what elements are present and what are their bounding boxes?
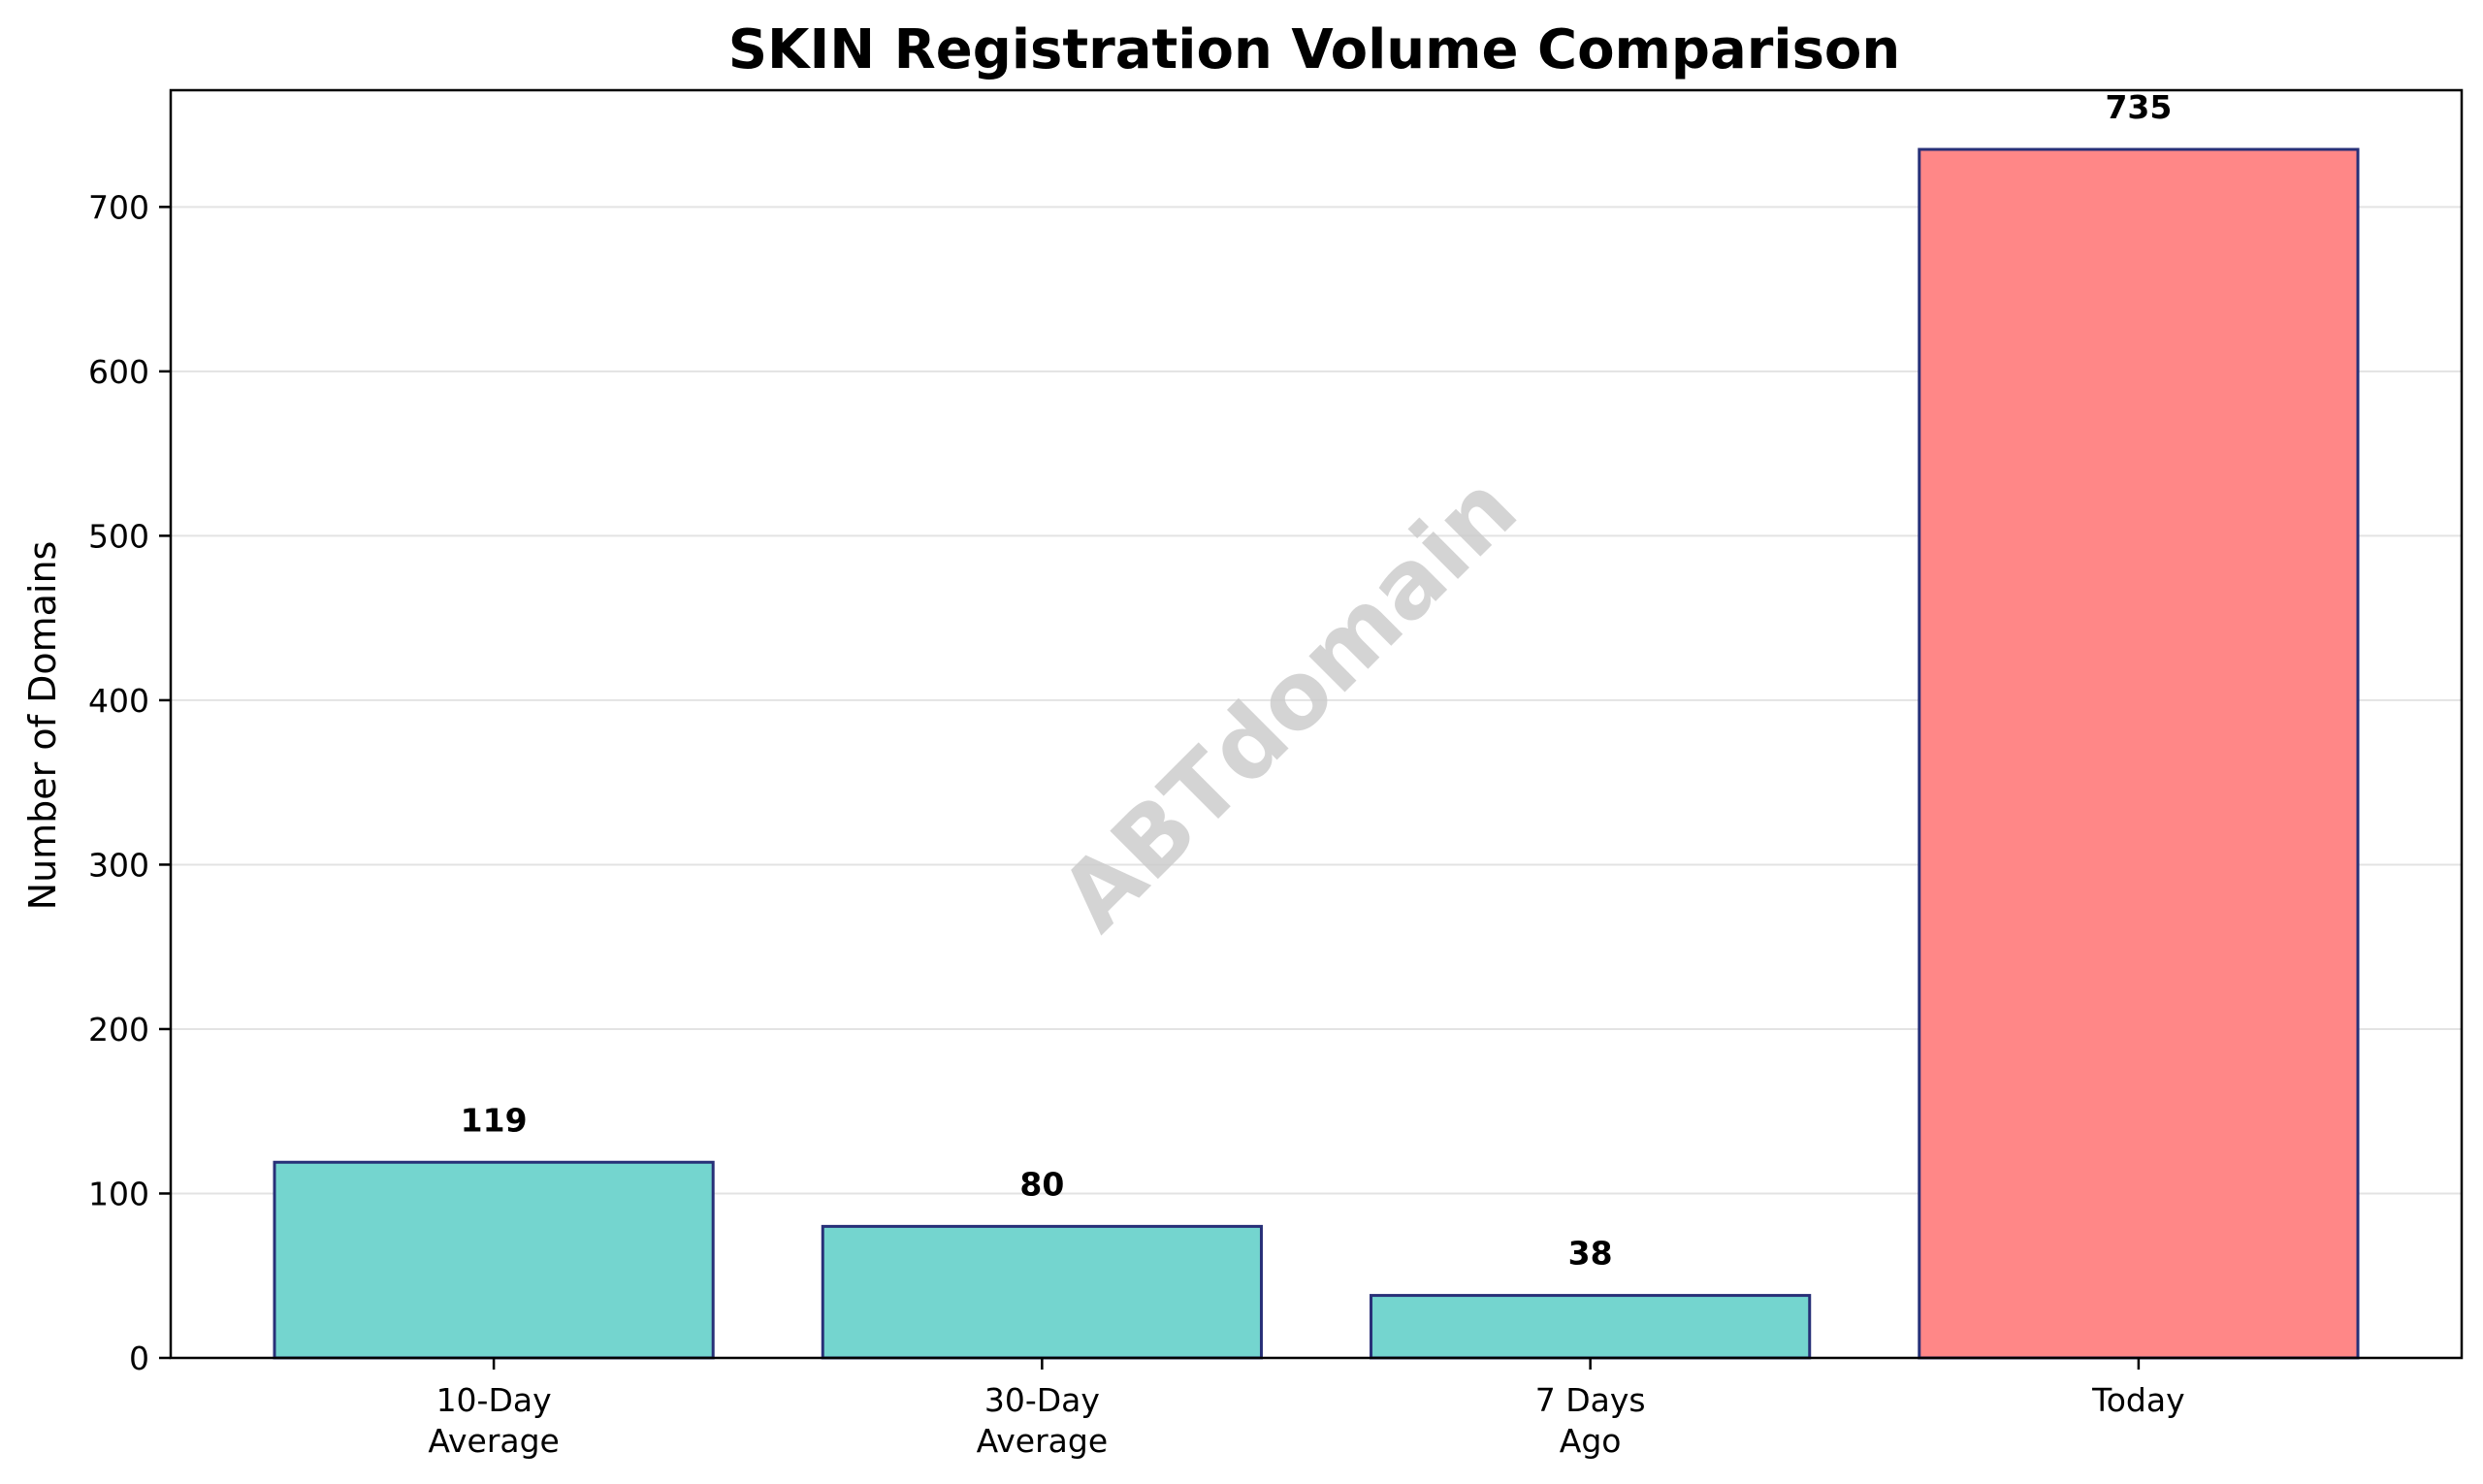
bar <box>821 1224 1263 1360</box>
bar <box>1370 1294 1812 1360</box>
bar <box>1918 147 2360 1360</box>
x-tick-label: 7 Days Ago <box>1535 1381 1646 1460</box>
y-tick-label: 400 <box>88 682 149 720</box>
watermark: ABTdomain <box>1040 454 1537 952</box>
y-tick-label: 300 <box>88 846 149 884</box>
y-axis: 0 100 200 300 400 500 600 700 <box>88 188 171 1377</box>
value-label: 38 <box>1568 1235 1613 1273</box>
y-tick-label: 200 <box>88 1011 149 1048</box>
y-tick-label: 0 <box>129 1339 149 1377</box>
plot-frame <box>169 88 2464 1360</box>
bar <box>273 1160 715 1360</box>
y-axis-label: Number of Domains <box>21 541 64 911</box>
y-tick-label: 500 <box>88 517 149 555</box>
x-tick-label: Today <box>2091 1381 2184 1419</box>
value-label: 119 <box>461 1101 528 1139</box>
y-tick-label: 100 <box>88 1175 149 1212</box>
chart-title: SKIN Registration Volume Comparison <box>728 18 1901 81</box>
bars <box>273 147 2360 1360</box>
y-tick-label: 700 <box>88 188 149 226</box>
value-labels: 119 80 38 735 <box>461 88 2173 1273</box>
grid-lines <box>171 206 2462 1195</box>
x-tick-label: 10-Day Average <box>428 1381 560 1460</box>
x-axis: 10-Day Average 30-Day Average 7 Days Ago Today <box>428 1358 2185 1460</box>
y-tick-label: 600 <box>88 353 149 391</box>
value-label: 735 <box>2105 88 2172 126</box>
x-tick-label: 30-Day Average <box>977 1381 1109 1460</box>
value-label: 80 <box>1019 1165 1064 1203</box>
